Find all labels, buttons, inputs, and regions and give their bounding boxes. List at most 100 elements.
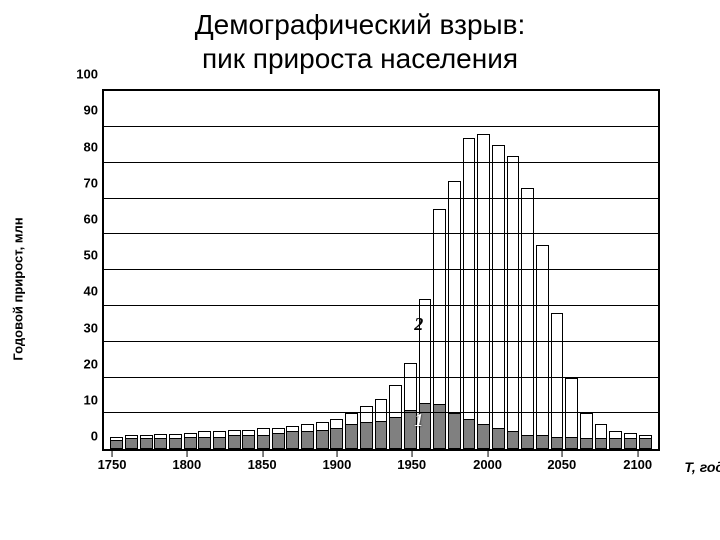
bar-slot [300, 91, 315, 449]
bar-series-2 [507, 156, 520, 450]
bar-series-2 [536, 245, 549, 449]
series-1-label: 1 [414, 410, 423, 431]
y-tick-label: 20 [68, 356, 98, 371]
bar-slot [535, 91, 550, 449]
bar-slot [154, 91, 169, 449]
x-axis-title: T, годы [684, 459, 720, 475]
bar-slot [271, 91, 286, 449]
bar-series-1 [565, 437, 578, 450]
bar-series-1 [639, 438, 652, 449]
x-tick-label: 1950 [397, 457, 426, 472]
bar-series-1 [154, 438, 167, 449]
bar-series-1 [257, 435, 270, 449]
bar-series-1 [375, 421, 388, 450]
y-tick-label: 10 [68, 393, 98, 408]
bar-series-1 [228, 435, 241, 449]
gridline [104, 377, 658, 378]
y-tick-label: 30 [68, 320, 98, 335]
bar-slot [139, 91, 154, 449]
x-tick-mark [412, 451, 413, 457]
bar-series-1 [140, 438, 153, 449]
bar-slot [506, 91, 521, 449]
bar-slot [564, 91, 579, 449]
bar-slot [359, 91, 374, 449]
y-tick-label: 70 [68, 175, 98, 190]
bar-series-2 [521, 188, 534, 449]
bar-series-1 [169, 438, 182, 449]
x-tick-label: 1900 [322, 457, 351, 472]
bar-slot [212, 91, 227, 449]
bar-slot [579, 91, 594, 449]
x-tick-label: 1750 [98, 457, 127, 472]
bar-slot [462, 91, 477, 449]
y-axis-label: Годовой прирост, млн [11, 218, 26, 361]
bar-slot [520, 91, 535, 449]
x-tick-mark [112, 451, 113, 457]
y-tick-label: 0 [68, 429, 98, 444]
gridline [104, 341, 658, 342]
gridline [104, 269, 658, 270]
y-tick-label: 40 [68, 284, 98, 299]
bar-series-2 [492, 145, 505, 449]
bar-series-1 [301, 431, 314, 449]
bar-series-1 [536, 435, 549, 449]
bar-series-1 [521, 435, 534, 449]
gridline [104, 126, 658, 127]
bar-series-1 [360, 422, 373, 449]
gridline [104, 305, 658, 306]
bar-series-1 [330, 428, 343, 449]
bar-slot [476, 91, 491, 449]
y-tick-label: 90 [68, 103, 98, 118]
x-tick-mark [187, 451, 188, 457]
bar-series-1 [286, 431, 299, 449]
bar-series-2 [477, 134, 490, 449]
bar-slot [403, 91, 418, 449]
bar-slot [183, 91, 198, 449]
y-tick-label: 80 [68, 139, 98, 154]
bar-slot [124, 91, 139, 449]
x-tick-label: 1850 [248, 457, 277, 472]
gridline [104, 233, 658, 234]
bar-series-1 [492, 428, 505, 449]
bar-slot [286, 91, 301, 449]
bar-slot [344, 91, 359, 449]
bar-slot [168, 91, 183, 449]
x-tick-label: 2000 [473, 457, 502, 472]
bar-slot [227, 91, 242, 449]
bar-series-1 [125, 438, 138, 449]
gridline [104, 412, 658, 413]
bar-slot [330, 91, 345, 449]
chart-container: Годовой прирост, млн 1 2 010203040506070… [58, 79, 700, 499]
bar-slot [256, 91, 271, 449]
bar-series-1 [463, 419, 476, 449]
bar-slot [198, 91, 213, 449]
bar-slot [110, 91, 125, 449]
x-tick-label: 2050 [547, 457, 576, 472]
bar-slot [418, 91, 433, 449]
bar-series-1 [272, 433, 285, 449]
bar-series-1 [433, 404, 446, 449]
bar-series-1 [580, 438, 593, 449]
bar-series-2 [448, 181, 461, 450]
bar-series-1 [551, 437, 564, 450]
bar-series-1 [448, 413, 461, 449]
plot-area: 1 2 [102, 89, 660, 451]
bar-slot [550, 91, 565, 449]
bar-series-1 [110, 440, 123, 449]
bar-series-2 [551, 313, 564, 449]
bar-series-2 [463, 138, 476, 449]
chart-title: Демографический взрыв: пик прироста насе… [0, 0, 720, 79]
title-line-2: пик прироста населения [202, 43, 518, 74]
bar-series-1 [198, 437, 211, 450]
series-2-label: 2 [414, 314, 423, 335]
bar-series-1 [624, 438, 637, 449]
bar-series-1 [609, 438, 622, 449]
y-tick-label: 100 [68, 67, 98, 82]
x-tick-mark [562, 451, 563, 457]
bar-slot [388, 91, 403, 449]
x-tick-mark [262, 451, 263, 457]
bar-slot [315, 91, 330, 449]
bar-slot [608, 91, 623, 449]
gridline [104, 198, 658, 199]
bar-slot [432, 91, 447, 449]
